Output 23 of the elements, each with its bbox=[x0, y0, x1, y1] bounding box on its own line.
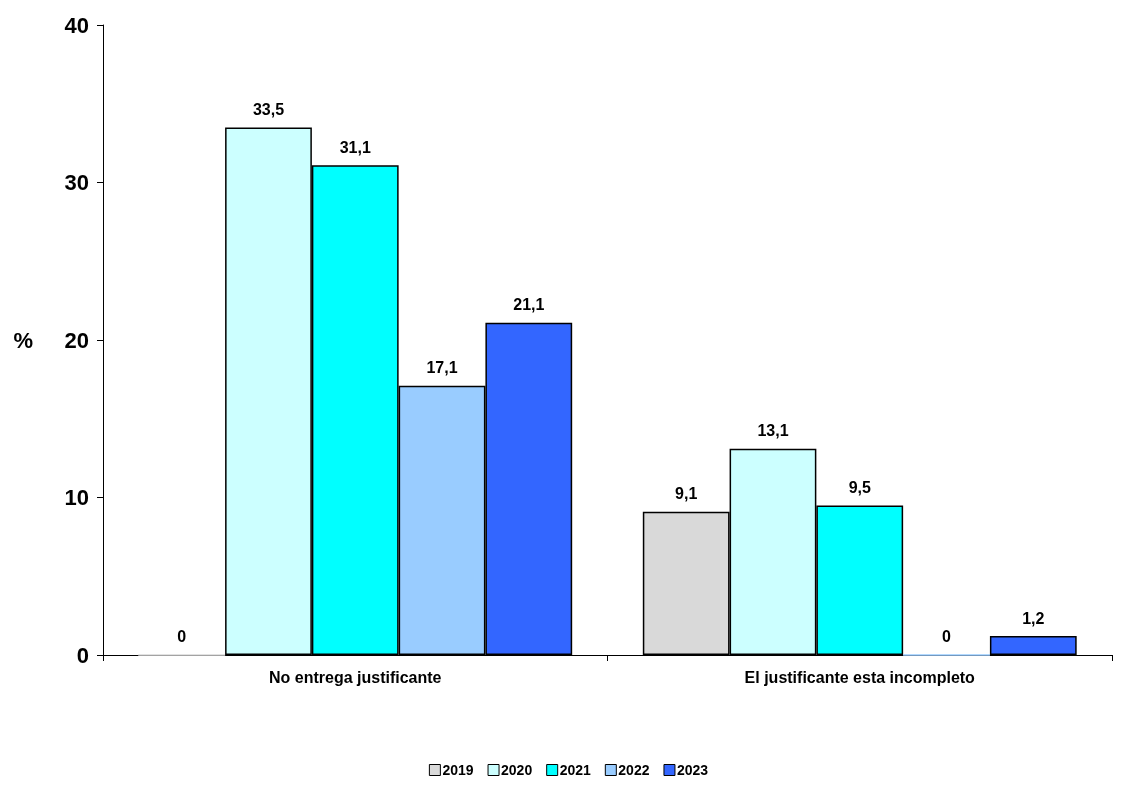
y-tick-label: 30 bbox=[64, 170, 89, 195]
x-tick-label: No entrega justificante bbox=[269, 668, 442, 686]
legend-label: 2020 bbox=[501, 762, 533, 778]
y-tick-label: 20 bbox=[64, 327, 89, 353]
data-label: 1,2 bbox=[1022, 609, 1045, 627]
y-tick-label: 10 bbox=[64, 485, 89, 510]
data-label: 0 bbox=[177, 628, 187, 645]
data-label: 21,1 bbox=[513, 296, 545, 314]
y-tick-label: 0 bbox=[76, 642, 89, 668]
y-axis-title: % bbox=[13, 327, 33, 353]
data-label: 9,1 bbox=[675, 485, 698, 503]
data-label: 33,5 bbox=[252, 100, 285, 118]
y-tick-label: 40 bbox=[64, 12, 89, 38]
legend-label: 2021 bbox=[559, 762, 592, 778]
legend-label: 2019 bbox=[442, 762, 474, 778]
legend-label: 2022 bbox=[618, 762, 650, 778]
legend-label: 2023 bbox=[676, 762, 709, 778]
x-tick-label: El justificante esta incompleto bbox=[744, 668, 976, 686]
data-label: 13,1 bbox=[757, 422, 789, 440]
data-label: 17,1 bbox=[426, 359, 458, 377]
data-label: 31,1 bbox=[339, 138, 371, 156]
data-label: 0 bbox=[942, 628, 952, 645]
data-label: 9,5 bbox=[848, 478, 871, 496]
